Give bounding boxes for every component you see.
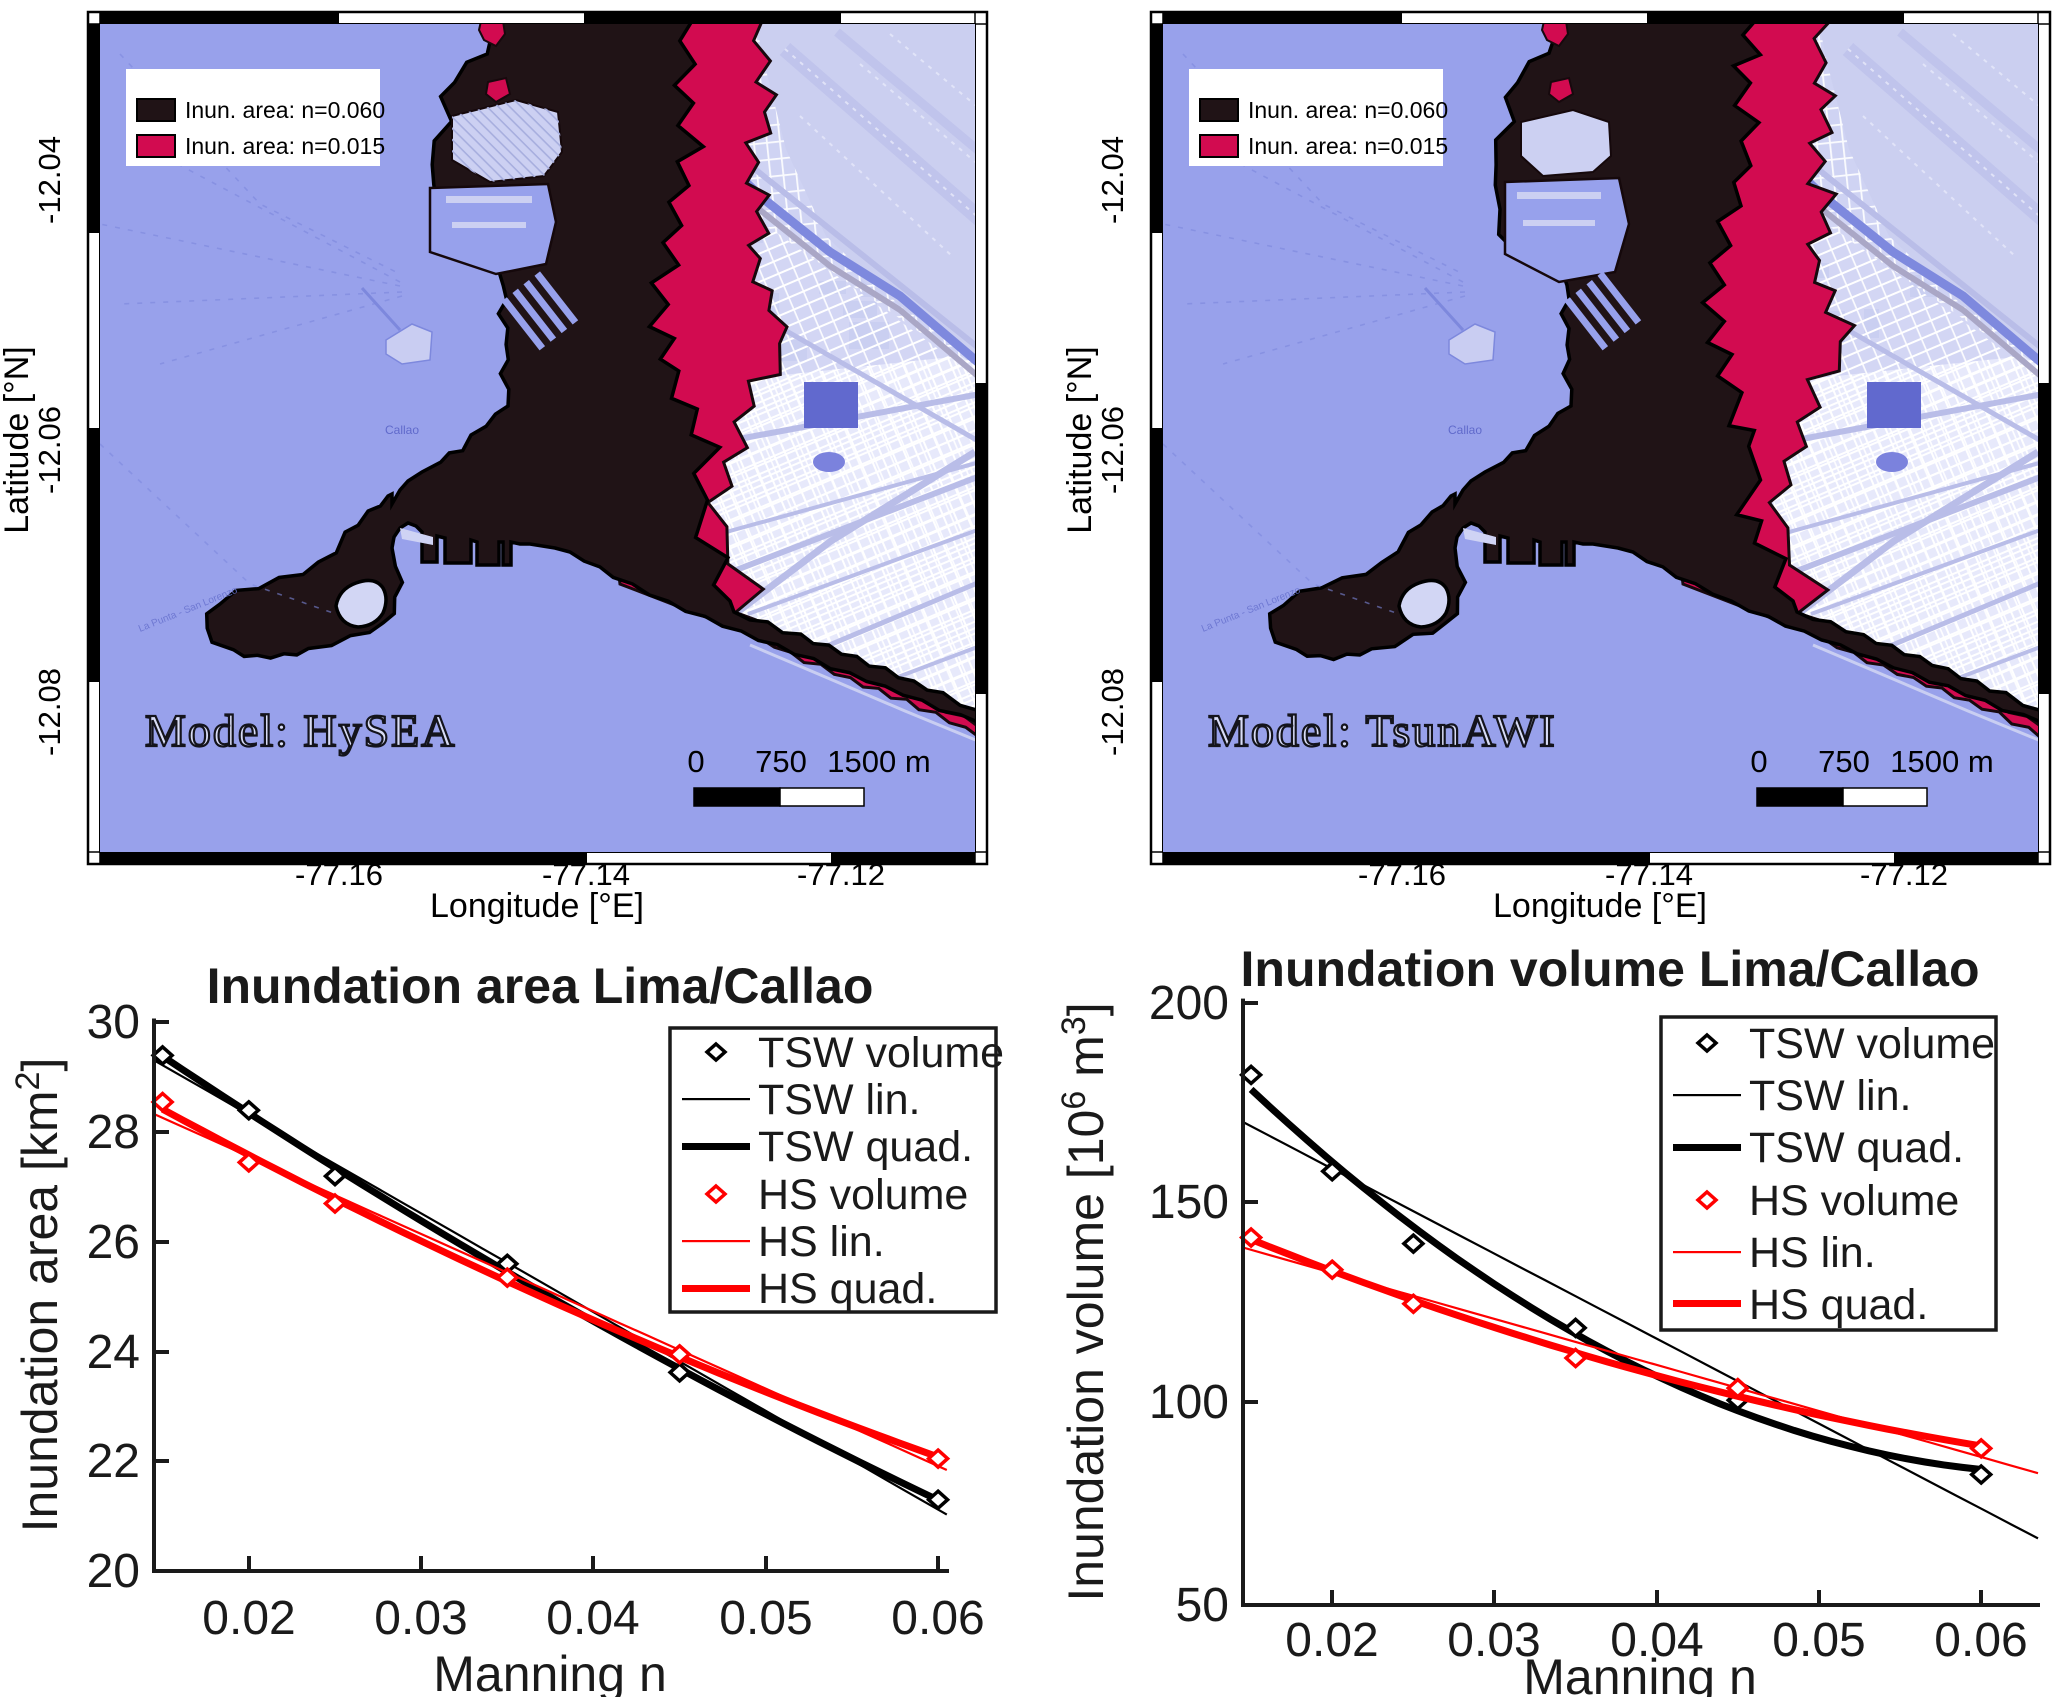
svg-text:Longitude [°E]: Longitude [°E] <box>430 887 644 925</box>
svg-text:Latitude [°N]: Latitude [°N] <box>0 346 36 533</box>
svg-text:-12.04: -12.04 <box>32 136 67 224</box>
svg-text:0.05: 0.05 <box>1772 1614 1865 1667</box>
svg-text:HS quad.: HS quad. <box>1749 1281 1928 1329</box>
svg-text:0: 0 <box>687 744 704 779</box>
svg-text:Callao: Callao <box>385 423 419 437</box>
svg-text:Latitude [°N]: Latitude [°N] <box>1061 346 1099 533</box>
svg-text:TSW volume: TSW volume <box>1749 1020 1995 1068</box>
svg-text:-12.06: -12.06 <box>1095 406 1130 494</box>
svg-text:-77.12: -77.12 <box>797 857 885 892</box>
svg-text:Inun. area: n=0.015: Inun. area: n=0.015 <box>1248 133 1448 159</box>
svg-text:-12.06: -12.06 <box>32 406 67 494</box>
svg-text:Inun. area: n=0.015: Inun. area: n=0.015 <box>185 133 385 159</box>
svg-text:0.02: 0.02 <box>1285 1614 1378 1667</box>
svg-text:Inundation area Lima/Callao: Inundation area Lima/Callao <box>207 958 874 1014</box>
svg-text:200: 200 <box>1149 977 1229 1030</box>
svg-text:Longitude [°E]: Longitude [°E] <box>1493 887 1707 925</box>
svg-text:HS volume: HS volume <box>1749 1177 1959 1225</box>
svg-text:30: 30 <box>87 996 140 1049</box>
svg-text:HS volume: HS volume <box>758 1171 968 1219</box>
svg-text:0.03: 0.03 <box>374 1592 467 1645</box>
svg-text:Manning n: Manning n <box>1523 1649 1757 1697</box>
svg-text:-12.04: -12.04 <box>1095 136 1130 224</box>
svg-text:20: 20 <box>87 1545 140 1598</box>
svg-text:1500 m: 1500 m <box>1890 744 1993 779</box>
svg-text:0.04: 0.04 <box>1610 1614 1703 1667</box>
svg-text:Inundation volume [106 m3]: Inundation volume [106 m3] <box>1055 1002 1114 1601</box>
svg-text:1500 m: 1500 m <box>827 744 930 779</box>
svg-text:0.06: 0.06 <box>1934 1614 2027 1667</box>
svg-text:TSW quad.: TSW quad. <box>758 1123 973 1171</box>
svg-text:TSW lin.: TSW lin. <box>758 1076 920 1124</box>
svg-text:-77.14: -77.14 <box>542 857 630 892</box>
svg-text:0: 0 <box>1750 744 1767 779</box>
svg-text:-12.08: -12.08 <box>1095 668 1130 756</box>
svg-text:Inundation volume Lima/Callao: Inundation volume Lima/Callao <box>1241 941 1980 997</box>
svg-text:750: 750 <box>1818 744 1870 779</box>
svg-text:HS lin.: HS lin. <box>1749 1229 1876 1277</box>
svg-text:-77.14: -77.14 <box>1605 857 1693 892</box>
svg-text:Inun. area: n=0.060: Inun. area: n=0.060 <box>185 97 385 123</box>
svg-text:-77.16: -77.16 <box>1358 857 1446 892</box>
svg-text:0.02: 0.02 <box>202 1592 295 1645</box>
svg-text:24: 24 <box>87 1326 140 1379</box>
svg-text:TSW quad.: TSW quad. <box>1749 1124 1964 1172</box>
svg-text:TSW volume: TSW volume <box>758 1029 1004 1077</box>
svg-text:100: 100 <box>1149 1376 1229 1429</box>
svg-text:-77.12: -77.12 <box>1860 857 1948 892</box>
svg-text:-12.08: -12.08 <box>32 668 67 756</box>
svg-text:0.03: 0.03 <box>1447 1614 1540 1667</box>
svg-text:TSW lin.: TSW lin. <box>1749 1072 1911 1120</box>
svg-text:50: 50 <box>1176 1579 1229 1632</box>
svg-text:-77.16: -77.16 <box>295 857 383 892</box>
svg-text:Callao: Callao <box>1448 423 1482 437</box>
svg-text:150: 150 <box>1149 1176 1229 1229</box>
svg-text:Model: TsunAWI: Model: TsunAWI <box>1208 705 1557 756</box>
svg-text:26: 26 <box>87 1216 140 1269</box>
svg-text:750: 750 <box>755 744 807 779</box>
svg-text:0.06: 0.06 <box>891 1592 984 1645</box>
svg-text:0.05: 0.05 <box>719 1592 812 1645</box>
svg-text:HS lin.: HS lin. <box>758 1218 885 1266</box>
svg-text:Manning n: Manning n <box>433 1646 667 1697</box>
svg-text:Inun. area: n=0.060: Inun. area: n=0.060 <box>1248 97 1448 123</box>
svg-text:Model: HySEA: Model: HySEA <box>145 705 457 756</box>
svg-text:28: 28 <box>87 1106 140 1159</box>
svg-text:22: 22 <box>87 1435 140 1488</box>
svg-text:HS quad.: HS quad. <box>758 1265 937 1313</box>
svg-text:Inundation area [km2]: Inundation area [km2] <box>9 1058 68 1533</box>
svg-text:0.04: 0.04 <box>546 1592 639 1645</box>
